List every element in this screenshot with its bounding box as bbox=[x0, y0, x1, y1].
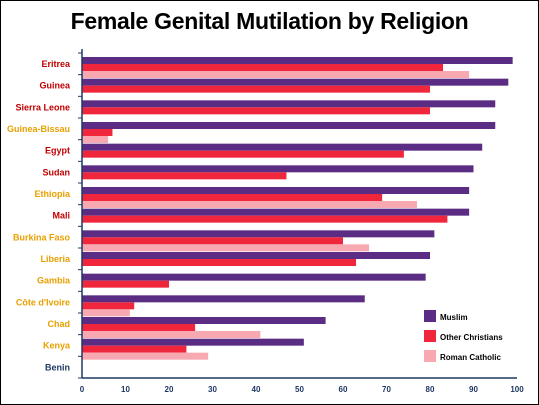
bar-muslim-10 bbox=[82, 273, 426, 281]
category-label: Kenya bbox=[43, 341, 71, 351]
x-tick-label: 30 bbox=[208, 385, 217, 394]
bar-muslim-1 bbox=[82, 78, 509, 86]
x-tick-label: 50 bbox=[295, 385, 304, 394]
category-label: Guinea-Bissau bbox=[7, 124, 70, 134]
bar-other-christians-3 bbox=[82, 129, 113, 136]
bar-roman-catholic-6 bbox=[82, 201, 417, 208]
x-tick-label: 40 bbox=[252, 385, 261, 394]
category-label: Gambia bbox=[37, 276, 71, 286]
category-label: Guinea bbox=[39, 81, 71, 91]
category-label: Benin bbox=[45, 362, 70, 372]
legend-label-1: Other Christians bbox=[440, 333, 503, 342]
bar-roman-catholic-13 bbox=[82, 352, 209, 360]
bar-other-christians-6 bbox=[82, 194, 383, 201]
bar-muslim-2 bbox=[82, 100, 496, 108]
x-tick-label: 80 bbox=[426, 385, 435, 394]
category-label: Mali bbox=[52, 211, 70, 221]
legend-swatch-0 bbox=[424, 310, 436, 322]
bar-muslim-4 bbox=[82, 143, 483, 151]
bar-other-christians-1 bbox=[82, 85, 430, 93]
category-label: Sudan bbox=[42, 167, 70, 177]
bar-muslim-12 bbox=[82, 317, 326, 324]
tick-labels: 0 10 20 30 40 50 60 70 80 90 100 bbox=[80, 385, 524, 394]
legend-swatch-1 bbox=[424, 330, 436, 342]
x-tick-label: 60 bbox=[339, 385, 348, 394]
category-label: Liberia bbox=[40, 254, 71, 264]
bar-other-christians-0 bbox=[82, 64, 444, 71]
category-label: Burkina Faso bbox=[13, 232, 71, 242]
bar-other-christians-5 bbox=[82, 172, 287, 180]
bars-layer bbox=[82, 57, 513, 360]
bar-other-christians-10 bbox=[82, 280, 169, 288]
category-label: Chad bbox=[48, 319, 71, 329]
bar-muslim-0 bbox=[82, 57, 513, 64]
bar-muslim-13 bbox=[82, 338, 304, 346]
chart-title: Female Genital Mutilation by Religion bbox=[70, 8, 469, 34]
category-labels: Eritrea Guinea Sierra Leone Guinea-Bissau Eg… bbox=[7, 59, 71, 372]
category-label: Côte d'Ivoire bbox=[16, 297, 70, 307]
category-label: Eritrea bbox=[41, 59, 71, 69]
bar-roman-catholic-8 bbox=[82, 244, 370, 252]
bar-roman-catholic-3 bbox=[82, 136, 109, 143]
legend-swatch-2 bbox=[424, 350, 436, 362]
legend: Muslim Other Christians Roman Catholic bbox=[424, 310, 503, 362]
legend-label-0: Muslim bbox=[440, 313, 468, 322]
bar-other-christians-13 bbox=[82, 345, 187, 353]
bar-roman-catholic-11 bbox=[82, 309, 130, 317]
x-tick-label: 100 bbox=[510, 385, 524, 394]
bar-muslim-6 bbox=[82, 187, 470, 194]
bar-other-christians-12 bbox=[82, 324, 196, 331]
x-tick-label: 70 bbox=[382, 385, 391, 394]
axes-layer bbox=[78, 49, 517, 379]
bar-muslim-7 bbox=[82, 208, 470, 216]
category-label: Egypt bbox=[45, 146, 70, 156]
legend-label-2: Roman Catholic bbox=[440, 353, 501, 362]
bar-other-christians-4 bbox=[82, 150, 404, 158]
bar-other-christians-2 bbox=[82, 107, 430, 115]
bar-other-christians-9 bbox=[82, 259, 357, 266]
bar-other-christians-7 bbox=[82, 215, 448, 223]
bar-muslim-9 bbox=[82, 252, 430, 259]
category-label: Ethiopia bbox=[35, 189, 71, 199]
bar-other-christians-8 bbox=[82, 237, 343, 245]
bar-roman-catholic-12 bbox=[82, 331, 261, 338]
bar-muslim-8 bbox=[82, 230, 435, 238]
x-tick-label: 20 bbox=[165, 385, 174, 394]
bar-roman-catholic-0 bbox=[82, 71, 470, 78]
x-tick-label: 90 bbox=[469, 385, 478, 394]
bar-muslim-11 bbox=[82, 295, 365, 303]
x-tick-label: 10 bbox=[121, 385, 130, 394]
category-label: Sierra Leone bbox=[15, 102, 70, 112]
x-tick-label: 0 bbox=[80, 385, 85, 394]
bar-other-christians-11 bbox=[82, 302, 135, 310]
bar-muslim-5 bbox=[82, 165, 474, 173]
bar-muslim-3 bbox=[82, 122, 496, 129]
